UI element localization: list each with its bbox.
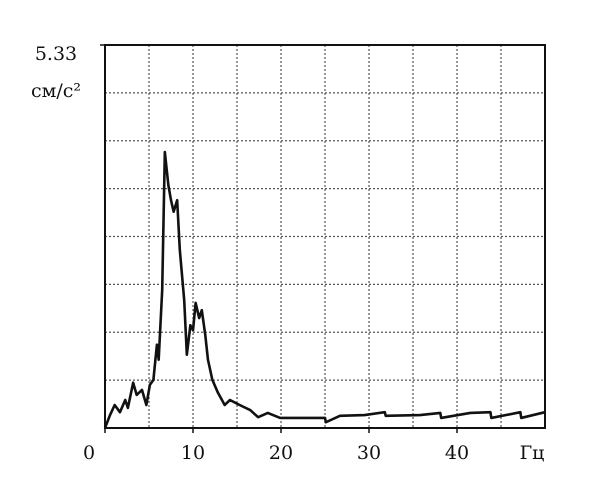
x-tick-label: 40 — [445, 442, 469, 464]
x-tick-label: 30 — [357, 442, 381, 464]
data-line — [103, 150, 546, 429]
x-tick-label: 10 — [181, 442, 205, 464]
x-axis-label: Гц — [520, 442, 545, 464]
y-axis-label: см/с² — [31, 80, 81, 102]
x-tick-label: 0 — [83, 442, 95, 464]
y-tick-label: 5.33 — [35, 43, 77, 65]
plot-frame — [104, 44, 546, 429]
x-tick-label: 20 — [269, 442, 293, 464]
